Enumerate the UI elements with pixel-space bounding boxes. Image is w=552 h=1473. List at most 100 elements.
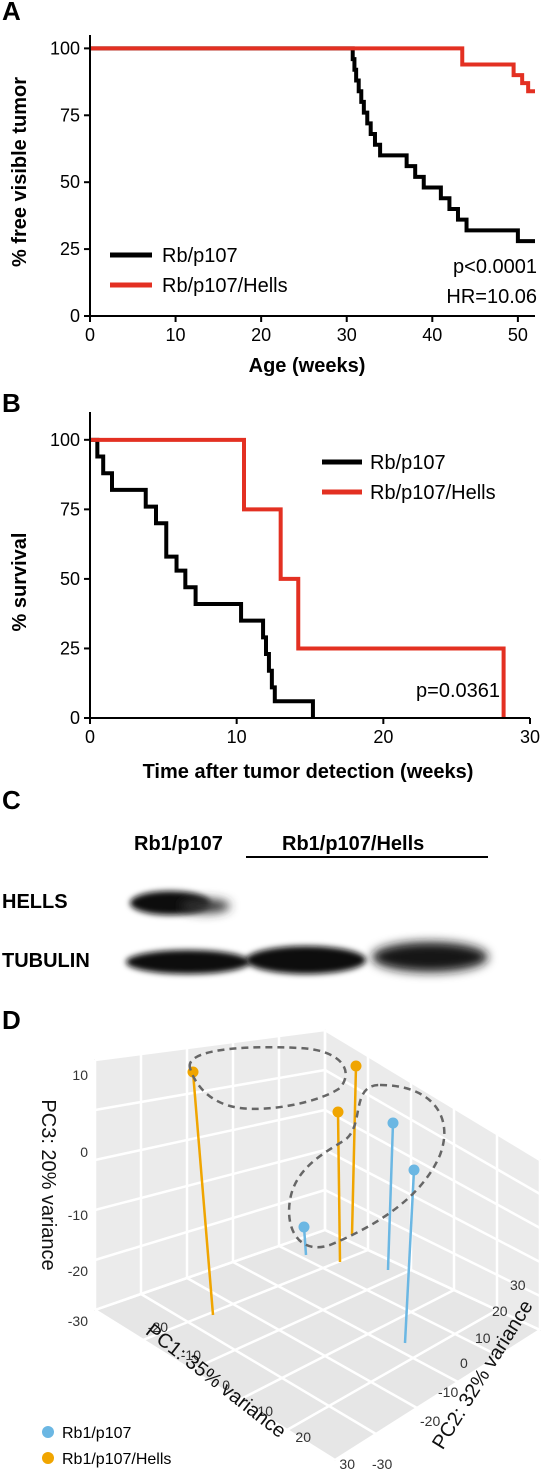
- legend: Rb1/p107 Rb1/p107/Hells: [42, 1425, 171, 1468]
- grid-line: [94, 1308, 336, 1462]
- x-tick-label: 20: [373, 727, 393, 747]
- pc2-tick: 30: [510, 1277, 526, 1293]
- point-hells: [332, 1106, 344, 1118]
- grid-line: [94, 1148, 326, 1212]
- grid-line: [334, 1328, 541, 1462]
- x-tick-label: 30: [337, 325, 357, 345]
- pc1-tick: 30: [339, 1456, 355, 1472]
- header-rb1-p107-hells: Rb1/p107/Hells: [282, 833, 424, 855]
- series-line-rb-p107: [90, 437, 315, 718]
- y-tick-label: 50: [60, 172, 80, 192]
- x-tick-label: 0: [85, 325, 95, 345]
- band-tubulin-lane1: [126, 950, 250, 974]
- point-rb1-p107-stem: [403, 1169, 416, 1344]
- hazard-ratio-annotation: HR=10.06: [446, 286, 537, 308]
- pc3-tick: -30: [68, 1313, 88, 1329]
- row-label-tubulin: TUBULIN: [2, 950, 90, 972]
- grid-line: [140, 1292, 377, 1436]
- survival-chart-b: 0 10 20 30 0 25 50 75 100 % survival Time after …: [9, 412, 540, 783]
- grid-line: [324, 1148, 541, 1264]
- pc2-tick: -20: [420, 1413, 440, 1429]
- grid-line: [142, 1248, 369, 1342]
- pc3-tick: 10: [72, 1067, 88, 1083]
- grid-line: [94, 1188, 326, 1262]
- legend-label-rb1-p107: Rb1/p107: [62, 1425, 131, 1442]
- legend: Rb/p107 Rb/p107/Hells: [322, 452, 496, 504]
- pc1-tick: 10: [257, 1403, 273, 1419]
- pc1-tick: -10: [181, 1347, 201, 1363]
- panel-letter-a: A: [2, 0, 21, 26]
- x-tick-label: 40: [422, 325, 442, 345]
- p-value-annotation: p<0.0001: [453, 256, 537, 278]
- series-line-rb-p107-hells: [90, 46, 535, 94]
- y-tick-label: 0: [70, 306, 80, 326]
- y-tick-label: 75: [60, 105, 80, 125]
- pc3-tick: -20: [68, 1263, 88, 1279]
- grid-line: [286, 1308, 498, 1432]
- series-line-rb-p107-hells: [90, 437, 506, 718]
- x-tick-label: 10: [166, 325, 186, 345]
- point-rb1-p107: [298, 1221, 310, 1233]
- grid-line: [94, 1028, 326, 1062]
- pc2-ticks: 30 20 10 0 -10 -20 -30: [372, 1277, 526, 1472]
- legend-dot-rb1-p107: [42, 1426, 54, 1438]
- band-tubulin-lane2: [246, 946, 366, 974]
- grid-line: [186, 1276, 418, 1410]
- grid-line: [190, 1268, 412, 1372]
- pc1-ticks: -20 -10 0 10 20 30: [148, 1319, 355, 1472]
- row-label-hells: HELLS: [2, 891, 68, 913]
- x-axis-label: Time after tumor detection (weeks): [143, 761, 474, 783]
- legend-label-rb-p107-hells: Rb/p107/Hells: [162, 275, 288, 297]
- x-tick-label: 30: [520, 727, 540, 747]
- band-tubulin-lane3: [372, 942, 488, 972]
- pc2-tick: 10: [475, 1330, 491, 1346]
- pc2-tick: -30: [372, 1456, 392, 1472]
- point-hells: [350, 1060, 362, 1072]
- pc3-tick: -10: [68, 1207, 88, 1223]
- grid-line: [324, 1108, 541, 1230]
- y-axis-label: % free visible tumor: [9, 77, 31, 267]
- point-rb1-p107: [387, 1117, 399, 1129]
- pc3-axis-label: PC3: 20% variance: [37, 1099, 59, 1270]
- grid-line: [238, 1288, 455, 1402]
- legend-label-rb-p107: Rb/p107: [370, 452, 446, 474]
- cluster-outline-hells: [188, 1045, 347, 1111]
- x-tick-label: 10: [227, 727, 247, 747]
- y-tick-label: 100: [50, 38, 80, 58]
- pc1-tick: -20: [148, 1319, 168, 1335]
- legend-label-rb1-p107-hells: Rb1/p107/Hells: [62, 1451, 171, 1468]
- grid-line: [324, 1028, 541, 1162]
- point-rb1-p107-stem: [386, 1122, 395, 1271]
- band-hells-lane1-tail: [180, 899, 230, 913]
- grid-line: [278, 1244, 500, 1358]
- pc1-tick: 0: [222, 1377, 230, 1393]
- point-hells-stem: [336, 1111, 342, 1263]
- y-tick-label: 100: [50, 430, 80, 450]
- point-hells-stem: [191, 1071, 215, 1316]
- pc2-tick: -10: [438, 1384, 458, 1400]
- y-axis-label: % survival: [9, 533, 31, 632]
- y-tick-label: 25: [60, 638, 80, 658]
- grid-line: [232, 1260, 459, 1384]
- cluster-outline-rb1-p107: [287, 1083, 446, 1249]
- western-blot: Rb1/p107 Rb1/p107/Hells HELLS TUBULIN: [2, 833, 488, 974]
- point-rb1-p107: [408, 1164, 420, 1176]
- pca-3d-plot: 10 0 -10 -20 -30 -20 -10 0 10 20 30 30 2…: [37, 1028, 542, 1472]
- pc3-tick: 0: [80, 1144, 88, 1160]
- grid-line: [324, 1188, 541, 1298]
- x-tick-label: 20: [251, 325, 271, 345]
- x-axis-label: Age (weeks): [249, 355, 366, 377]
- pc3-ticks: 10 0 -10 -20 -30: [68, 1067, 88, 1329]
- point-hells-stem: [350, 1065, 358, 1236]
- legend-label-rb-p107-hells: Rb/p107/Hells: [370, 482, 496, 504]
- panel-letter-b: B: [2, 388, 21, 418]
- series-line-rb-p107: [90, 46, 535, 244]
- legend-dot-rb1-p107-hells: [42, 1452, 54, 1464]
- header-rb1-p107: Rb1/p107: [134, 833, 223, 855]
- pc2-tick: 0: [460, 1355, 468, 1371]
- grid-line: [94, 1108, 326, 1162]
- legend: Rb/p107 Rb/p107/Hells: [110, 245, 288, 297]
- pc1-tick: 20: [295, 1429, 311, 1445]
- panel-letter-d: D: [2, 1005, 21, 1035]
- grid-line: [324, 1068, 541, 1196]
